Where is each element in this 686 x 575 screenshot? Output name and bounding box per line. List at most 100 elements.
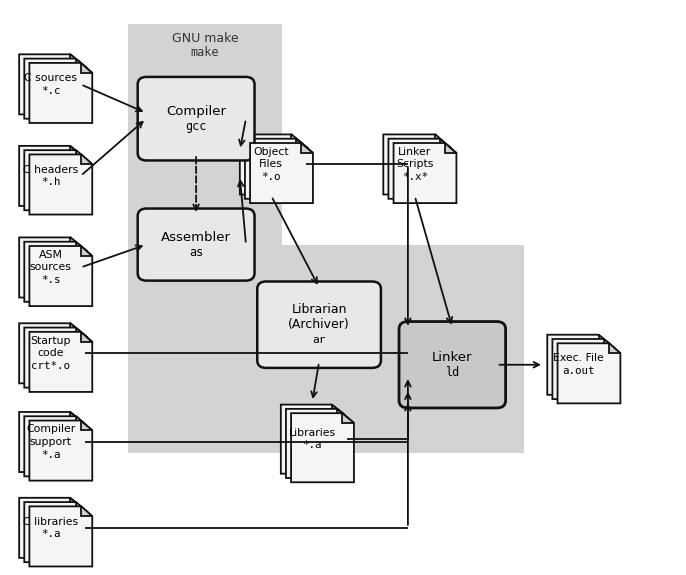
- Text: GNU make: GNU make: [172, 32, 238, 45]
- Text: Files: Files: [259, 159, 283, 170]
- Polygon shape: [291, 135, 303, 144]
- Polygon shape: [434, 135, 446, 144]
- FancyBboxPatch shape: [138, 209, 255, 281]
- Polygon shape: [19, 323, 82, 384]
- Polygon shape: [19, 54, 82, 114]
- Text: Compiler: Compiler: [26, 424, 75, 434]
- Text: *.s: *.s: [41, 275, 60, 285]
- Text: Startup: Startup: [30, 336, 71, 346]
- Polygon shape: [342, 413, 354, 423]
- Polygon shape: [24, 242, 87, 302]
- Polygon shape: [75, 242, 87, 251]
- Polygon shape: [81, 63, 92, 72]
- Polygon shape: [547, 335, 610, 395]
- Polygon shape: [75, 502, 87, 512]
- Polygon shape: [29, 332, 92, 392]
- Polygon shape: [29, 420, 92, 481]
- Text: code: code: [37, 348, 64, 358]
- Polygon shape: [383, 135, 446, 194]
- Text: Compiler: Compiler: [166, 105, 226, 118]
- Polygon shape: [598, 335, 610, 344]
- Polygon shape: [75, 416, 87, 426]
- Text: support: support: [29, 437, 71, 447]
- Text: *.a: *.a: [41, 529, 60, 539]
- Polygon shape: [24, 502, 87, 562]
- Text: *.c: *.c: [41, 86, 60, 95]
- Text: make: make: [191, 47, 220, 59]
- Text: ld: ld: [445, 366, 460, 379]
- Polygon shape: [29, 155, 92, 214]
- Polygon shape: [29, 507, 92, 566]
- Text: Linker: Linker: [398, 147, 431, 157]
- Polygon shape: [604, 339, 615, 348]
- Polygon shape: [71, 237, 82, 247]
- Polygon shape: [71, 323, 82, 333]
- Text: C sources: C sources: [24, 73, 77, 83]
- Polygon shape: [81, 155, 92, 164]
- Polygon shape: [338, 409, 348, 419]
- Polygon shape: [445, 143, 456, 153]
- Polygon shape: [24, 416, 87, 476]
- Polygon shape: [75, 328, 87, 338]
- Text: Exec. File: Exec. File: [554, 354, 604, 363]
- Polygon shape: [552, 339, 615, 399]
- Text: *.a: *.a: [41, 450, 60, 459]
- Polygon shape: [19, 412, 82, 472]
- Polygon shape: [245, 139, 308, 199]
- Text: Scripts: Scripts: [396, 159, 434, 170]
- Polygon shape: [281, 405, 344, 474]
- FancyBboxPatch shape: [399, 321, 506, 408]
- Polygon shape: [286, 409, 348, 478]
- Polygon shape: [291, 413, 354, 482]
- Polygon shape: [19, 146, 82, 206]
- Polygon shape: [19, 237, 82, 297]
- FancyBboxPatch shape: [257, 282, 381, 368]
- Text: ar: ar: [312, 335, 326, 344]
- Polygon shape: [81, 507, 92, 516]
- Text: Librarian: Librarian: [292, 304, 347, 316]
- Text: C headers: C headers: [23, 164, 78, 175]
- Text: crt*.o: crt*.o: [31, 361, 70, 371]
- Polygon shape: [24, 59, 87, 118]
- Polygon shape: [24, 150, 87, 210]
- Text: Object: Object: [253, 147, 289, 157]
- Polygon shape: [71, 412, 82, 421]
- Polygon shape: [71, 498, 82, 508]
- Text: *.h: *.h: [41, 177, 60, 187]
- Polygon shape: [128, 24, 524, 454]
- Polygon shape: [71, 54, 82, 64]
- Text: (Archiver): (Archiver): [288, 318, 350, 331]
- Text: a.out: a.out: [563, 366, 595, 376]
- Text: C libraries: C libraries: [23, 516, 78, 527]
- Polygon shape: [24, 328, 87, 388]
- Polygon shape: [250, 143, 313, 203]
- Polygon shape: [440, 139, 451, 148]
- Text: as: as: [189, 246, 203, 259]
- Text: Libraries: Libraries: [289, 428, 336, 438]
- Text: Assembler: Assembler: [161, 231, 231, 244]
- Polygon shape: [394, 143, 456, 203]
- Polygon shape: [75, 59, 87, 68]
- Polygon shape: [608, 343, 620, 353]
- Polygon shape: [558, 343, 620, 404]
- Polygon shape: [29, 63, 92, 123]
- Text: sources: sources: [29, 262, 71, 273]
- FancyBboxPatch shape: [138, 77, 255, 160]
- Polygon shape: [240, 135, 303, 194]
- Text: *.o: *.o: [261, 172, 281, 182]
- Polygon shape: [388, 139, 451, 199]
- Polygon shape: [81, 246, 92, 256]
- Polygon shape: [19, 498, 82, 558]
- Polygon shape: [301, 143, 313, 153]
- Polygon shape: [296, 139, 308, 148]
- Polygon shape: [29, 246, 92, 306]
- Text: *.x*: *.x*: [402, 172, 428, 182]
- Polygon shape: [332, 405, 344, 415]
- Text: *.a: *.a: [303, 440, 322, 450]
- Text: gcc: gcc: [185, 120, 206, 133]
- Polygon shape: [81, 332, 92, 342]
- Text: ASM: ASM: [38, 250, 62, 260]
- Polygon shape: [81, 420, 92, 430]
- Polygon shape: [71, 146, 82, 156]
- Text: Linker: Linker: [432, 351, 473, 364]
